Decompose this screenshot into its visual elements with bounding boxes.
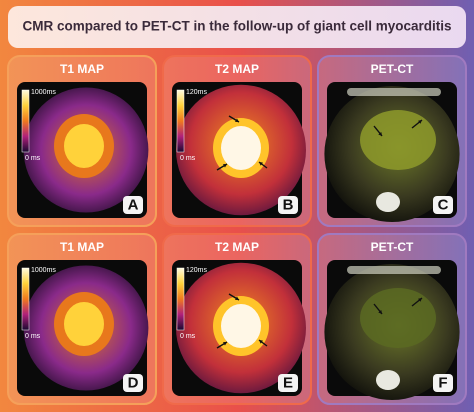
- panel: PET-CT C: [317, 55, 467, 227]
- colorbar: [176, 89, 185, 153]
- letter-badge: [278, 196, 298, 214]
- vertebra: [376, 370, 400, 390]
- image: 120ms 0 ms E: [172, 260, 306, 396]
- arrow-head: [259, 162, 263, 166]
- panel-label: PET-CT: [371, 240, 414, 254]
- uptake: [360, 110, 436, 170]
- panel-letter: D: [128, 374, 139, 391]
- arrow-head: [223, 342, 227, 346]
- uptake: [360, 288, 436, 348]
- arrow-head: [378, 310, 382, 314]
- panel: T1 MAP 1000ms 0 ms D: [7, 233, 157, 405]
- panel: T1 MAP 1000ms 0 ms A: [7, 55, 157, 227]
- blood-pool: [64, 124, 104, 168]
- letter-badge: [123, 196, 143, 214]
- image: C: [324, 82, 460, 222]
- arrow-head: [378, 132, 382, 136]
- panel-label: PET-CT: [371, 62, 414, 76]
- panel-letter: E: [283, 374, 293, 391]
- vertebra: [376, 192, 400, 212]
- panel-label: T1 MAP: [60, 240, 104, 254]
- title: CMR compared to PET-CT in the follow-up …: [22, 19, 451, 34]
- panel: T2 MAP 120ms 0 ms E: [162, 233, 312, 405]
- colorbar-max: 1000ms: [31, 89, 56, 96]
- colorbar-max: 1000ms: [31, 267, 56, 274]
- colorbar-min: 0 ms: [25, 155, 41, 162]
- blood-pool: [221, 126, 261, 170]
- image: 120ms 0 ms B: [172, 82, 306, 218]
- panel-letter: C: [438, 196, 449, 213]
- arrow-head: [259, 340, 263, 344]
- image: F: [324, 260, 460, 400]
- title-banner: [8, 6, 466, 48]
- panel-letter: B: [283, 196, 294, 213]
- letter-badge: [433, 196, 453, 214]
- sternum: [347, 266, 441, 274]
- colorbar-min: 0 ms: [180, 155, 196, 162]
- panel-label: T2 MAP: [215, 62, 259, 76]
- colorbar-max: 120ms: [186, 267, 208, 274]
- blood-pool: [221, 304, 261, 348]
- colorbar-min: 0 ms: [180, 333, 196, 340]
- arrow-head: [223, 164, 227, 168]
- arrow-head: [418, 298, 422, 302]
- colorbar-min: 0 ms: [25, 333, 41, 340]
- panel-letter: F: [438, 374, 447, 391]
- image: 1000ms 0 ms A: [17, 82, 149, 218]
- arrow-head: [235, 118, 239, 122]
- letter-badge: [278, 374, 298, 392]
- colorbar: [176, 267, 185, 331]
- colorbar: [21, 89, 30, 153]
- arrow-head: [418, 120, 422, 124]
- panel-label: T1 MAP: [60, 62, 104, 76]
- image: 1000ms 0 ms D: [17, 260, 149, 396]
- panel: PET-CT F: [317, 233, 467, 405]
- letter-badge: [433, 374, 453, 392]
- letter-badge: [123, 374, 143, 392]
- sternum: [347, 88, 441, 96]
- panel: T2 MAP 120ms 0 ms B: [162, 55, 312, 227]
- colorbar-max: 120ms: [186, 89, 208, 96]
- arrow-head: [235, 296, 239, 300]
- panel-label: T2 MAP: [215, 240, 259, 254]
- panel-letter: A: [128, 196, 139, 213]
- colorbar: [21, 267, 30, 331]
- blood-pool: [64, 302, 104, 346]
